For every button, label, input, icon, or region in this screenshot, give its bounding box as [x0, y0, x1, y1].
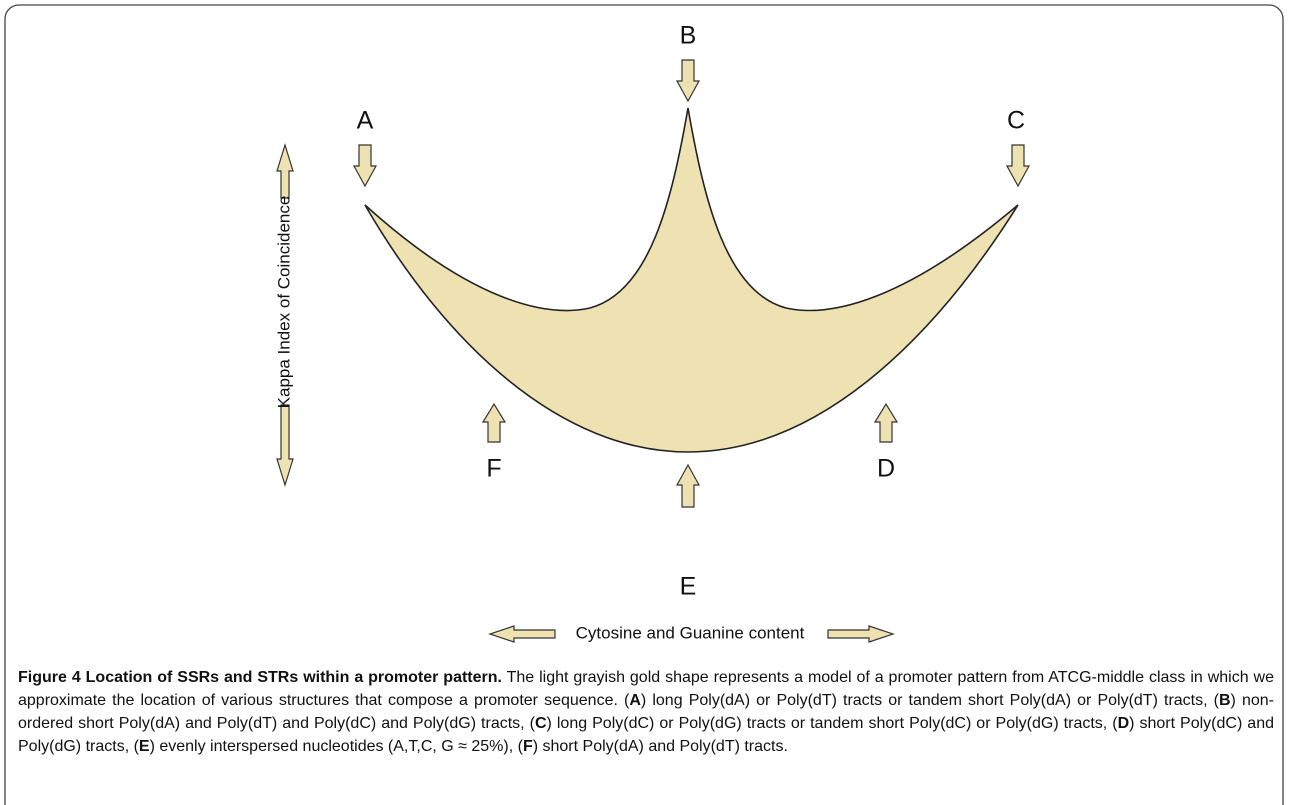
label-d: D	[877, 455, 895, 483]
label-f: F	[486, 455, 501, 483]
caption-segment: ) short Poly(dA) and Poly(dT) tracts.	[532, 738, 788, 755]
caption-segment: D	[1117, 715, 1130, 732]
caption-segment: F	[522, 738, 533, 755]
promoter-shape	[364, 107, 1019, 453]
figure-frame	[4, 4, 1284, 805]
caption-segment: ) short Poly(dC) and Poly(dG) tracts, (	[18, 715, 1274, 755]
arrow	[352, 144, 378, 188]
arrow	[488, 625, 556, 643]
arrow	[675, 59, 701, 103]
caption-segment: E	[138, 738, 150, 755]
arrow	[1005, 144, 1031, 188]
caption: Figure 4 Location of SSRs and STRs withi…	[18, 666, 1274, 758]
caption-segment: ) non-ordered short Poly(dA) and Poly(dT…	[18, 692, 1274, 732]
caption-segment: C	[534, 715, 547, 732]
arrow	[675, 463, 701, 508]
x-axis-label: Cytosine and Guanine content	[576, 623, 805, 642]
arrow	[827, 625, 895, 643]
arrow	[481, 402, 507, 443]
label-e: E	[680, 573, 697, 601]
label-b: B	[680, 22, 697, 50]
caption-segment: The light grayish gold shape represents …	[18, 669, 1274, 709]
arrow	[873, 402, 899, 443]
y-axis-label: Kappa Index of Coincidence	[274, 196, 293, 409]
caption-segment: ) evenly interspersed nucleotides (A,T,C…	[149, 738, 523, 755]
caption-segment: Figure 4 Location of SSRs and STRs withi…	[18, 669, 502, 686]
arrow	[276, 404, 294, 488]
caption-segment: ) long Poly(dA) or Poly(dT) tracts or ta…	[640, 692, 1219, 709]
arrow	[276, 142, 294, 199]
caption-segment: B	[1218, 692, 1231, 709]
arrows	[276, 59, 1031, 643]
label-a: A	[357, 107, 374, 135]
caption-segment: ) long Poly(dC) or Poly(dG) tracts or ta…	[546, 715, 1118, 732]
label-c: C	[1007, 107, 1025, 135]
caption-segment: A	[629, 692, 641, 709]
